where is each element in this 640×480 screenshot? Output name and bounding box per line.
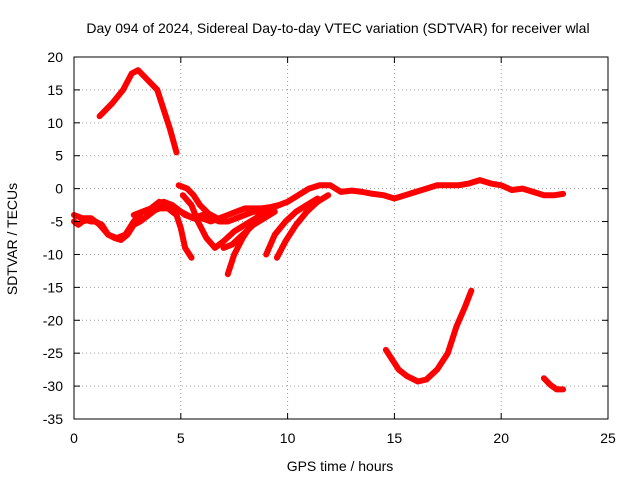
x-tick-label: 0 xyxy=(70,430,78,446)
series-layer xyxy=(71,67,567,393)
y-tick-label: -35 xyxy=(43,411,63,427)
plot-frame xyxy=(73,56,609,420)
y-tick-label: 15 xyxy=(47,82,63,98)
y-tick-label: 20 xyxy=(47,49,63,65)
y-tick-label: -5 xyxy=(51,214,64,230)
series-arc-11 xyxy=(382,287,475,385)
y-tick-label: -15 xyxy=(43,279,63,295)
series-arc-9 xyxy=(263,195,321,258)
series-arc-8 xyxy=(220,208,278,251)
series-arc-3 xyxy=(71,198,283,241)
series-arc-10 xyxy=(273,192,332,261)
x-tick-label: 5 xyxy=(177,430,185,446)
x-tick-label: 25 xyxy=(600,430,616,446)
series-arc-4 xyxy=(130,205,195,261)
chart-title: Day 094 of 2024, Sidereal Day-to-day VTE… xyxy=(86,20,589,36)
x-tick-label: 10 xyxy=(280,430,296,446)
y-tick-label: -25 xyxy=(43,345,63,361)
tick-labels: 0 5 10 15 20 25 -35 -30 -25 -20 -15 -10 -5 0 5 10 15 20 xyxy=(43,49,616,446)
series-arc-1 xyxy=(96,67,180,156)
x-axis-label: GPS time / hours xyxy=(287,458,394,474)
series-arc-6 xyxy=(179,192,270,251)
series-arc-12 xyxy=(540,375,567,393)
y-tick-label: -30 xyxy=(43,378,63,394)
x-tick-label: 20 xyxy=(493,430,509,446)
y-tick-label: -10 xyxy=(43,246,63,262)
grid-lines xyxy=(74,57,608,419)
axis-ticks xyxy=(73,56,609,420)
y-axis-label: SDTVAR / TECUs xyxy=(4,183,20,295)
x-tick-label: 15 xyxy=(387,430,403,446)
series-arc-5 xyxy=(175,182,221,222)
y-tick-label: -20 xyxy=(43,312,63,328)
y-tick-label: 0 xyxy=(55,181,63,197)
y-tick-label: 5 xyxy=(55,148,63,164)
y-tick-label: 10 xyxy=(47,115,63,131)
